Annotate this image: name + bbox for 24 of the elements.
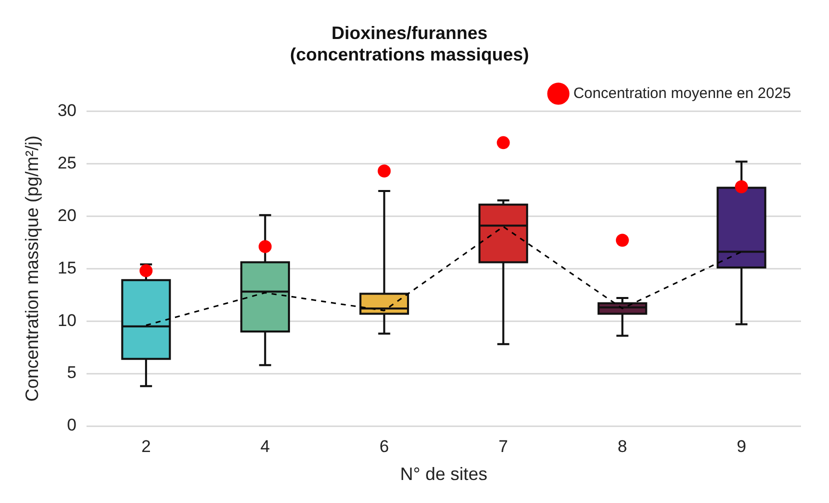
x-tick-label: 9 [736,436,746,456]
y-tick-label: 15 [58,258,77,278]
point [140,264,153,278]
y-tick-label: 30 [58,100,77,120]
y-tick-label: 5 [67,363,77,382]
point [616,234,629,247]
point [258,240,272,254]
chart-title: Dioxines/furannes (concentrations massiques) [290,22,530,64]
x-tick-label: 7 [498,436,508,456]
point [734,180,748,194]
legend-label: Concentration moyenne en 2025 [573,84,791,102]
point [496,136,510,150]
x-tick-label: 8 [618,436,628,456]
y-tick-label: 0 [67,416,77,435]
y-axis-title: Concentration massique (pg/m²/j) [22,136,42,402]
x-tick-label: 6 [379,436,389,456]
y-tick-label: 10 [58,310,77,330]
y-tick-label: 20 [58,206,77,225]
point [378,164,391,178]
y-tick-label: 25 [58,153,77,172]
x-axis-title: N° de sites [400,464,488,484]
x-tick-label: 4 [260,436,270,456]
line-series [145,226,742,326]
x-tick-label: 2 [141,436,151,456]
